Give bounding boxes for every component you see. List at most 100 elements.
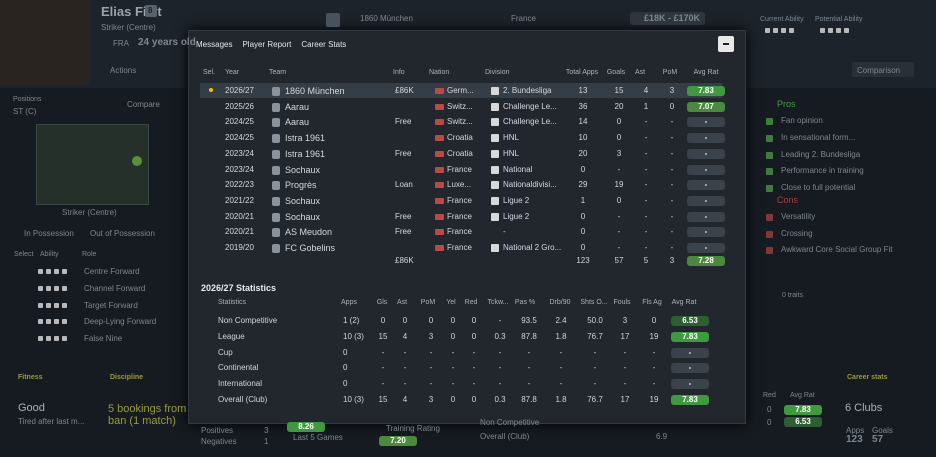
label: 0	[767, 405, 772, 414]
star-icon	[54, 269, 59, 274]
cell: 29	[578, 180, 588, 190]
cell: 0	[616, 117, 622, 127]
position-dot	[132, 156, 142, 166]
cell: FC Gobelins	[285, 243, 336, 253]
cell: 0	[402, 316, 408, 325]
label: Tired after last m...	[18, 417, 85, 426]
cell: 93.5	[521, 316, 537, 325]
nation-flag	[435, 88, 444, 94]
label: Fitness	[18, 374, 43, 381]
cell: -	[644, 227, 648, 237]
division-icon	[491, 196, 499, 205]
cell: -	[451, 347, 455, 357]
cell: 19	[649, 331, 659, 341]
cell: 15	[378, 331, 388, 341]
rating-chip: -	[687, 117, 725, 128]
cell: 14	[578, 117, 588, 127]
rating-chip: -	[687, 164, 725, 175]
cell: -	[472, 363, 476, 373]
cell: 1860 München	[285, 86, 345, 96]
team-badge	[272, 244, 280, 253]
rating-chip: -	[687, 133, 725, 144]
cell: 76.7	[587, 395, 603, 404]
rating-chip: 6.53	[671, 316, 709, 326]
column-header: Sel.	[203, 69, 216, 76]
label: Good	[18, 402, 45, 414]
cell: France	[447, 195, 472, 205]
cell: 0	[669, 101, 675, 111]
cell: League	[218, 331, 245, 341]
cell: Croatia	[447, 133, 473, 143]
cell: -	[652, 347, 656, 357]
cell: 17	[620, 395, 630, 404]
division-icon	[491, 165, 499, 174]
cell: 2025/26	[225, 101, 254, 111]
comparison-button	[852, 62, 914, 77]
cell: 0	[343, 347, 348, 357]
cell: 4	[402, 331, 408, 341]
cell: -	[593, 379, 597, 389]
cell: 3	[669, 86, 675, 95]
label: Out of Possession	[90, 229, 155, 238]
cell: -	[381, 363, 385, 373]
cell: Ligue 2	[503, 195, 530, 205]
cell: -	[527, 379, 531, 389]
label: 6.9	[656, 432, 668, 441]
cell: -	[670, 164, 674, 174]
cell: AS Meudon	[285, 227, 333, 238]
label: 8	[148, 6, 153, 15]
column-header: PoM	[420, 299, 436, 306]
column-header: Team	[269, 69, 287, 76]
cell: 15	[614, 86, 624, 95]
label: £18K - £170K	[644, 13, 701, 23]
cell: 2020/21	[225, 211, 254, 221]
cell: 0	[471, 316, 477, 325]
cell: 15	[378, 395, 388, 404]
cell: Luxe...	[447, 180, 472, 190]
star-icon	[46, 285, 51, 291]
nation-flag	[435, 245, 444, 251]
label: 0	[767, 418, 772, 427]
nation-flag	[435, 135, 444, 142]
rating-chip: -	[687, 148, 725, 159]
cell: 1 (2)	[343, 316, 360, 325]
cell: 10 (3)	[343, 395, 364, 404]
label: Non Competitive	[480, 418, 540, 427]
con-icon	[766, 230, 773, 238]
label: Target Forward	[84, 300, 138, 310]
rating-chip: 7.83	[671, 395, 709, 405]
label: Training Rating	[386, 424, 440, 433]
cell: 2026/27	[225, 86, 254, 95]
cell: 2023/24	[225, 164, 254, 174]
cell: 0.3	[494, 395, 506, 404]
cell: 10 (3)	[343, 331, 364, 341]
star-icon	[46, 319, 51, 325]
column-header: Apps	[341, 299, 357, 306]
label: Potential Ability	[815, 16, 863, 23]
cell: -	[498, 316, 502, 325]
division-icon	[491, 149, 499, 158]
star-icon	[38, 336, 43, 342]
cell: -	[644, 133, 648, 143]
label: Fan opinion	[781, 116, 823, 125]
cell: 87.8	[521, 331, 537, 341]
column-header: Avg Rat	[671, 299, 697, 306]
cell: -	[527, 347, 531, 357]
nation-flag	[435, 150, 444, 157]
pro-icon	[766, 118, 773, 125]
team-badge	[272, 196, 280, 206]
selected-row	[200, 83, 722, 98]
label: Positives	[201, 426, 234, 435]
breadcrumb: Messages	[196, 40, 233, 49]
cell: 0	[343, 363, 348, 373]
column-header: Ast	[396, 299, 408, 306]
cell: -	[670, 243, 674, 252]
cell: 87.8	[521, 395, 537, 404]
label: ST (C)	[13, 107, 37, 116]
rating-chip: -	[687, 195, 725, 206]
column-header: Division	[485, 69, 510, 76]
label: FRA	[113, 39, 129, 48]
cell: Germ...	[447, 86, 474, 95]
cell: 3	[428, 331, 434, 341]
